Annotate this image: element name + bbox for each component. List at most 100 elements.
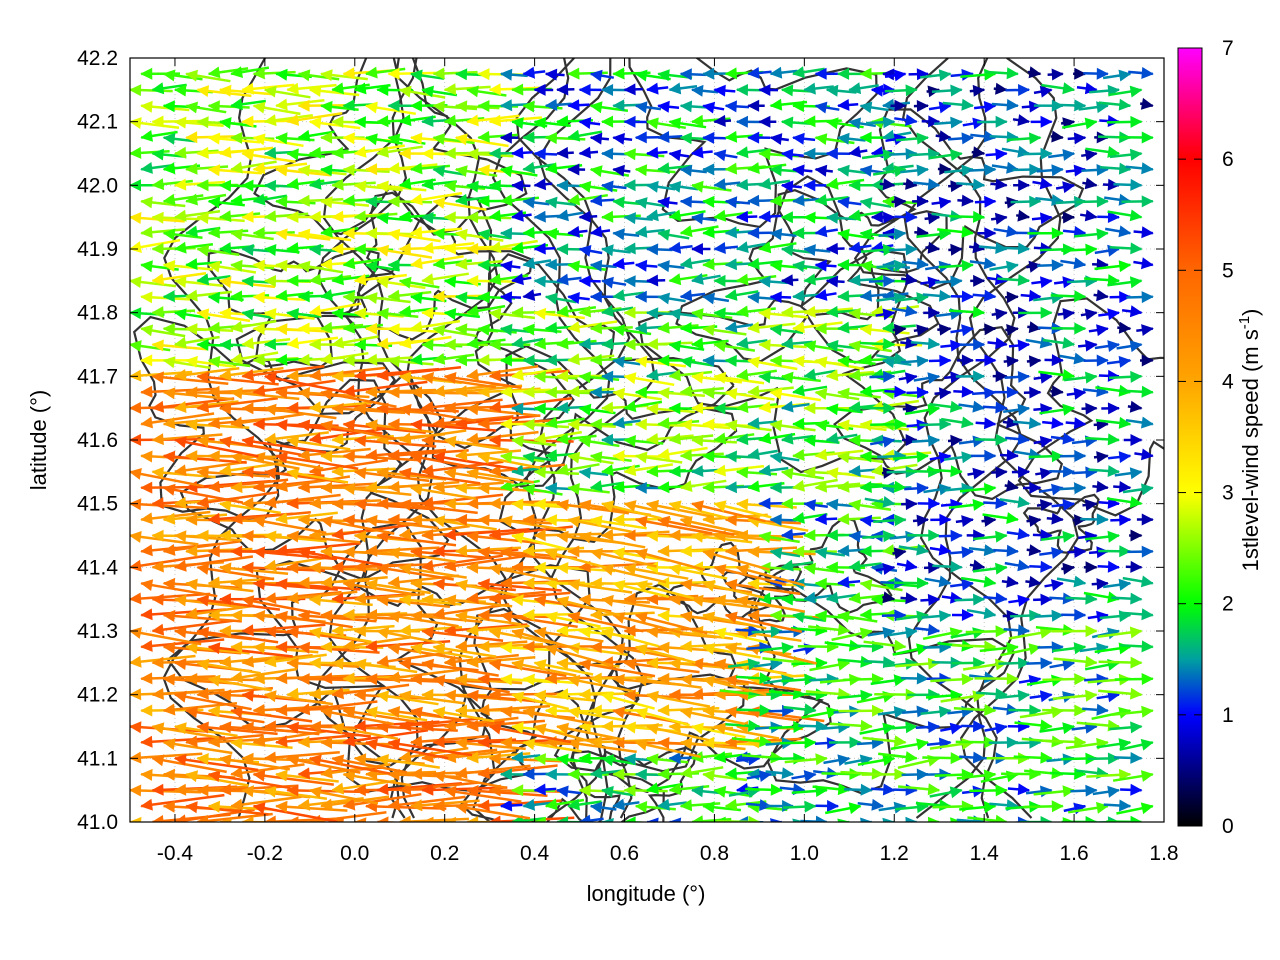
wind-vector-head: [151, 339, 164, 352]
wind-vector-head: [814, 322, 827, 335]
y-tick-label: 41.5: [77, 493, 118, 516]
wind-vector-head: [432, 607, 446, 620]
wind-vector-head: [443, 180, 457, 193]
wind-vector-head: [668, 626, 682, 639]
wind-vector-head: [927, 178, 941, 191]
wind-vector-head: [803, 499, 816, 512]
wind-vector-head: [308, 561, 321, 574]
wind-vector-head: [601, 500, 615, 513]
wind-vector-head: [398, 563, 412, 575]
wind-vector-head: [916, 543, 929, 556]
wind-vector-head: [781, 642, 795, 654]
wind-vector-head: [466, 497, 479, 510]
wind-vector-head: [724, 578, 738, 591]
wind-vector-head: [589, 577, 602, 590]
wind-vector-head: [286, 561, 299, 574]
wind-vector-head: [973, 720, 986, 733]
wind-vector-head: [162, 544, 176, 556]
wind-vector-head: [1006, 99, 1019, 111]
wind-vector-head: [522, 131, 535, 144]
wind-vector-head: [950, 339, 963, 352]
wind-vector-head: [342, 579, 356, 591]
wind-vector-head: [814, 101, 828, 114]
wind-vector-head: [1118, 69, 1132, 82]
wind-vector-head: [207, 321, 221, 334]
wind-vector-head: [511, 83, 524, 96]
wind-vector-head: [443, 689, 457, 702]
wind-vector-head: [376, 180, 389, 193]
wind-vector-head: [140, 130, 153, 142]
wind-vector: [276, 674, 351, 681]
wind-vector-head: [747, 448, 760, 460]
wind-vector-head: [275, 386, 288, 399]
wind-vector-head: [1141, 67, 1154, 79]
wind-vector-head: [567, 483, 580, 495]
wind-vector-head: [218, 529, 231, 542]
wind-vector-head: [130, 276, 142, 288]
wind-vector-head: [848, 560, 861, 572]
wind-vector-head: [477, 799, 490, 812]
wind-vector-head: [882, 496, 896, 508]
wind-vector-head: [1029, 132, 1042, 145]
wind-vector-head: [927, 783, 941, 796]
wind-vector-head: [679, 356, 693, 368]
wind-vector-head: [769, 354, 782, 367]
wind-vector-head: [792, 321, 805, 334]
wind-vector-head: [679, 545, 692, 558]
wind-vector-head: [174, 241, 187, 254]
wind-vector-head: [916, 672, 929, 685]
wind-vector-head: [859, 101, 873, 114]
wind-vector-head: [1141, 162, 1154, 175]
wind-vector-head: [207, 609, 220, 622]
wind-vector-head: [1085, 561, 1098, 574]
wind-vector-head: [780, 400, 794, 413]
wind-vector-head: [792, 384, 805, 397]
wind-vector-head: [814, 259, 827, 272]
wind-vector-head: [263, 308, 277, 320]
wind-vector-head: [1074, 99, 1087, 112]
wind-vector-head: [387, 576, 401, 588]
wind-vector-head: [803, 211, 816, 224]
wind-vector-head: [432, 515, 446, 528]
wind-vector-head: [477, 354, 490, 366]
wind-vector-head: [140, 608, 153, 621]
wind-vector: [152, 397, 235, 410]
wind-vector: [242, 654, 313, 665]
wind-vector: [253, 454, 324, 470]
wind-vector-head: [207, 512, 221, 525]
wind-vector-head: [1062, 337, 1076, 349]
wind-vector-head: [421, 178, 434, 191]
wind-vector-head: [342, 227, 355, 240]
wind-vector-head: [994, 722, 1008, 735]
wind-vector-head: [556, 657, 569, 670]
wind-vector-head: [353, 369, 367, 382]
wind-vector: [568, 741, 637, 754]
wind-vector-head: [556, 370, 569, 383]
wind-vector-head: [646, 753, 659, 766]
wind-vector: [399, 406, 477, 423]
wind-vector-head: [1006, 324, 1019, 336]
wind-vector-head: [196, 784, 209, 797]
wind-vector-head: [263, 275, 276, 287]
wind-vector-head: [252, 226, 265, 239]
wind-vector: [410, 486, 477, 500]
wind-vector-head: [803, 179, 816, 192]
wind-vector-head: [185, 386, 198, 399]
wind-vector-head: [533, 117, 547, 129]
wind-vector-head: [747, 321, 760, 334]
wind-vector-head: [151, 593, 164, 606]
wind-vector-head: [882, 591, 896, 604]
wind-vector-head: [387, 798, 401, 811]
wind-vector-head: [769, 513, 782, 526]
wind-vector-head: [1017, 816, 1031, 822]
wind-vector-head: [984, 449, 997, 462]
wind-vector-head: [151, 623, 165, 636]
wind-vector-head: [928, 115, 941, 128]
wind-vector-head: [1006, 575, 1019, 588]
wind-vector-head: [735, 178, 749, 191]
wind-vector-head: [748, 719, 761, 732]
wind-vector: [298, 613, 377, 623]
wind-vector-head: [679, 322, 692, 334]
wind-vector-head: [421, 559, 434, 572]
